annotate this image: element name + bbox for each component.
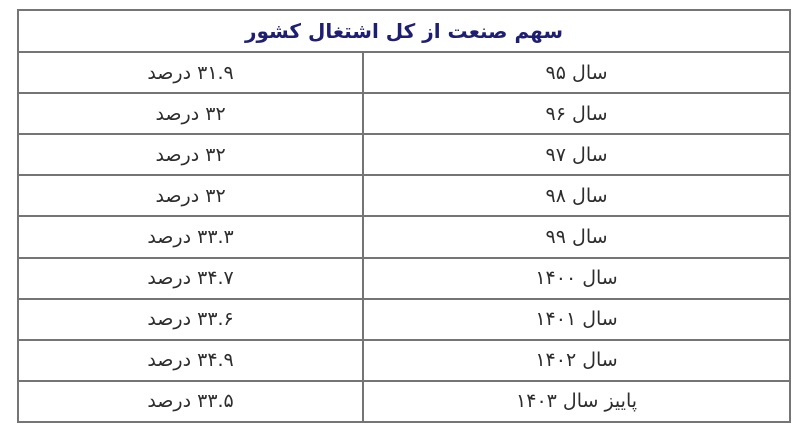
value-cell: ۳۱.۹ درصد (16, 50, 365, 95)
value-cell: ۳۴.۷ درصد (16, 256, 365, 300)
year-cell: سال ۹۸ (362, 174, 791, 218)
value-cell: ۳۳.۵ درصد (16, 379, 365, 424)
year-cell: سال ۱۴۰۱ (362, 297, 791, 341)
year-cell: سال ۱۴۰۰ (362, 256, 791, 300)
table-row: پاییز سال ۱۴۰۳ ۳۳.۵ درصد (16, 379, 791, 424)
value-cell: ۳۲ درصد (16, 174, 365, 218)
value-cell: ۳۴.۹ درصد (16, 338, 365, 382)
table-title: سهم صنعت از کل اشتغال کشور (17, 9, 791, 53)
table-row: سال ۹۵ ۳۱.۹ درصد (16, 50, 791, 95)
table-header-row: سهم صنعت از کل اشتغال کشور (17, 9, 791, 53)
table-row: سال ۱۴۰۲ ۳۴.۹ درصد (16, 338, 791, 382)
year-cell: سال ۹۵ (362, 50, 791, 95)
year-cell: سال ۹۷ (362, 133, 791, 177)
year-cell: سال ۱۴۰۲ (362, 338, 791, 382)
value-cell: ۳۳.۶ درصد (16, 297, 365, 341)
employment-share-table: سهم صنعت از کل اشتغال کشور سال ۹۵ ۳۱.۹ د… (16, 9, 791, 424)
value-cell: ۳۳.۳ درصد (16, 215, 365, 259)
year-cell: سال ۹۶ (362, 92, 791, 136)
table-row: سال ۱۴۰۰ ۳۴.۷ درصد (16, 256, 791, 300)
table-row: سال ۹۸ ۳۲ درصد (16, 174, 791, 218)
year-cell: سال ۹۹ (362, 215, 791, 259)
table-row: سال ۱۴۰۱ ۳۳.۶ درصد (16, 297, 791, 341)
table-row: سال ۹۶ ۳۲ درصد (16, 92, 791, 136)
year-cell: پاییز سال ۱۴۰۳ (362, 379, 791, 424)
table-row: سال ۹۹ ۳۳.۳ درصد (16, 215, 791, 259)
value-cell: ۳۲ درصد (16, 133, 365, 177)
table-row: سال ۹۷ ۳۲ درصد (16, 133, 791, 177)
value-cell: ۳۲ درصد (16, 92, 365, 136)
